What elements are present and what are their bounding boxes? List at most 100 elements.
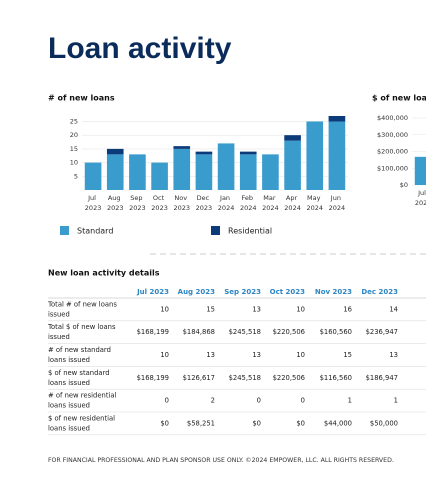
bar-segment <box>306 121 324 190</box>
bar-segment <box>106 148 124 155</box>
table-cell: $58,251 <box>187 419 215 427</box>
bar-segment <box>151 162 168 190</box>
column-header: Dec 2023 <box>361 288 398 296</box>
table-cell: $168,199 <box>137 374 169 382</box>
column-header: Jul 2023 <box>136 288 169 296</box>
table-cell: 0 <box>257 397 261 405</box>
legend-label: Residential <box>228 227 272 236</box>
x-tick-label: Sep 2023 <box>129 194 146 212</box>
legend-swatch <box>60 226 69 235</box>
bar-segment <box>239 151 257 155</box>
table-cell: 0 <box>165 397 169 405</box>
table-cell: $186,947 <box>366 374 398 382</box>
bar-segment <box>328 116 346 122</box>
bar-segment <box>328 121 346 190</box>
row-label: Total # of new loans issued <box>47 300 119 318</box>
column-header: Aug 2023 <box>178 288 215 296</box>
table-cell: $0 <box>296 419 305 427</box>
bar-segment <box>129 154 146 190</box>
table-cell: 10 <box>160 351 169 359</box>
table-cell: 1 <box>348 397 352 405</box>
x-tick-label: Oct 2023 <box>151 194 168 212</box>
y-tick-label: 25 <box>70 117 78 125</box>
row-label: # of new standard loans issued <box>48 346 113 364</box>
table-cell: $220,506 <box>273 374 305 382</box>
table-cell: $116,560 <box>320 374 352 382</box>
table-cell: $126,617 <box>183 374 215 382</box>
column-header: Sep 2023 <box>224 288 261 296</box>
table-cell: 13 <box>252 351 261 359</box>
bar-segment <box>217 143 235 190</box>
table-title: New loan activity details <box>48 269 160 278</box>
table-cell: $236,947 <box>366 328 398 336</box>
y-tick-label: 5 <box>74 172 78 180</box>
table-cell: 2 <box>211 397 215 405</box>
table-cell: $0 <box>160 419 169 427</box>
table-cell: $0 <box>252 419 261 427</box>
y-tick-label: $300,000 <box>377 131 408 139</box>
table-cell: 16 <box>343 305 352 313</box>
y-tick-label: 20 <box>70 131 78 139</box>
table-cell: 15 <box>206 305 215 313</box>
x-tick-label: Nov 2023 <box>173 194 190 212</box>
y-tick-label: $200,000 <box>377 148 408 156</box>
table-cell: 10 <box>160 305 169 313</box>
column-header: Nov 2023 <box>315 288 352 296</box>
row-label: Total $ of new loans issued <box>47 323 118 341</box>
y-tick-label: 10 <box>70 159 78 167</box>
row-label: $ of new residential loans issued <box>48 414 117 432</box>
table-cell: $245,518 <box>229 374 261 382</box>
table-cell: $184,868 <box>183 328 215 336</box>
x-tick-label: Feb 2024 <box>240 194 257 212</box>
table-cell: 10 <box>296 351 305 359</box>
y-tick-label: $400,000 <box>377 114 408 122</box>
bar-segment <box>195 151 213 155</box>
table-cell: $50,000 <box>370 419 398 427</box>
y-tick-label: 15 <box>70 145 78 153</box>
bar-segment <box>414 156 426 185</box>
page-title: Loan activity <box>48 32 232 65</box>
table-cell: $220,506 <box>273 328 305 336</box>
table-cell: 1 <box>394 397 398 405</box>
legend-label: Standard <box>77 227 113 236</box>
x-tick-label: Jan 2024 <box>218 194 235 212</box>
x-tick-label: May 2024 <box>306 194 323 212</box>
bar-segment <box>173 146 191 149</box>
table-cell: $168,199 <box>137 328 169 336</box>
x-tick-label: Aug 2023 <box>107 194 124 212</box>
table-cell: 15 <box>343 351 352 359</box>
chart-title: $ of new loans <box>372 94 426 103</box>
bar-segment <box>284 135 301 141</box>
x-tick-label: Dec 2023 <box>196 194 213 212</box>
table-cell: $245,518 <box>229 328 261 336</box>
bar-segment <box>284 140 301 190</box>
x-tick-label: Apr 2024 <box>284 194 301 212</box>
table-cell: 14 <box>389 305 398 313</box>
table-cell: 13 <box>389 351 398 359</box>
column-header: Oct 2023 <box>270 288 305 296</box>
chart-title: # of new loans <box>48 94 115 103</box>
row-label: $ of new standard loans issued <box>48 369 112 387</box>
y-tick-label: $0 <box>400 181 408 189</box>
footer: FOR FINANCIAL PROFESSIONAL AND PLAN SPON… <box>48 456 394 464</box>
bar-segment <box>239 154 257 190</box>
x-tick-label: Jun 2024 <box>329 194 346 212</box>
row-label: # of new residential loans issued <box>48 392 119 410</box>
bar-segment <box>173 148 191 190</box>
x-tick-label: Jul 2023 <box>85 194 102 212</box>
x-tick-label: Mar 2024 <box>262 194 279 212</box>
bar-segment <box>262 154 279 190</box>
table-cell: 13 <box>206 351 215 359</box>
bar-segment <box>106 154 124 190</box>
table-cell: 0 <box>301 397 305 405</box>
table-cell: $44,000 <box>324 419 352 427</box>
table-cell: 10 <box>296 305 305 313</box>
legend-swatch <box>211 226 220 235</box>
bar-segment <box>84 162 102 190</box>
y-tick-label: $100,000 <box>377 164 408 172</box>
table-cell: 13 <box>252 305 261 313</box>
bar-segment <box>195 154 213 190</box>
table-cell: $160,560 <box>320 328 352 336</box>
x-tick-label: Jul 2023 <box>415 189 426 207</box>
